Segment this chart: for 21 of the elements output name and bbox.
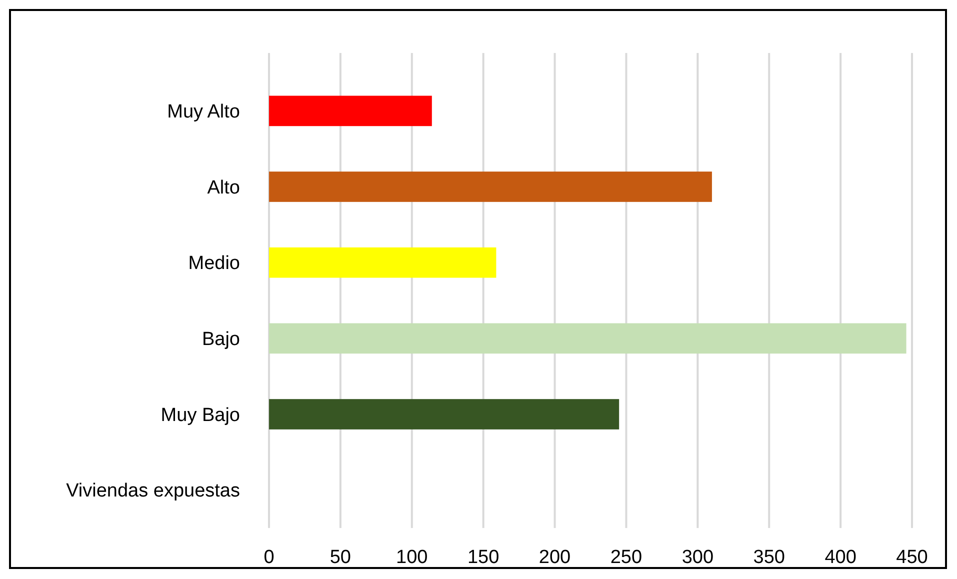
x-tick-label: 50 [330,547,352,568]
bar [269,399,620,430]
x-tick-label: 200 [538,547,571,568]
x-tick-label: 250 [610,547,642,568]
x-tick-label: 400 [824,547,856,568]
x-tick-label: 100 [396,547,428,568]
x-tick-label: 350 [753,547,785,568]
y-tick-label: Medio [188,253,240,274]
x-tick-label: 450 [896,547,928,568]
y-tick-label: Alto [207,177,240,198]
y-tick-label: Viviendas expuestas [66,480,240,502]
bar [269,172,712,202]
bar [269,323,906,354]
y-tick-label: Bajo [202,329,240,350]
bar [269,96,432,126]
x-tick-label: 0 [264,547,274,568]
y-tick-label: Muy Alto [167,102,240,123]
x-tick-label: 300 [682,547,714,568]
bar [269,247,496,278]
y-tick-label: Muy Bajo [160,404,240,426]
x-tick-label: 150 [467,547,500,568]
